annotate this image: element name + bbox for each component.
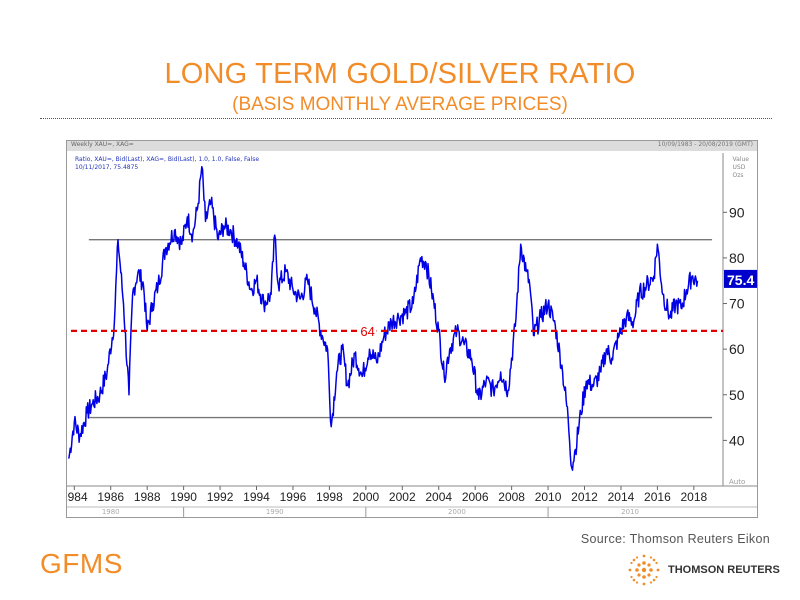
auto-scale-label: Auto (729, 478, 745, 486)
x-tick-label-2002: 2002 (389, 490, 416, 504)
unit-label: USD (732, 164, 746, 171)
value-label: Value (732, 156, 749, 163)
chart-header-left: Weekly XAU=, XAG= (71, 141, 134, 148)
x-tick-label-1994: 1994 (243, 490, 270, 504)
y-tick-label-70: 70 (729, 296, 745, 312)
decade-label-1990: 1990 (266, 508, 284, 516)
y-tick-label-80: 80 (729, 250, 745, 266)
average-line-label: 64 (360, 324, 374, 339)
thomson-reuters-text: THOMSON REUTERS (668, 564, 780, 576)
x-tick-label-2014: 2014 (608, 490, 635, 504)
x-tick-label-2000: 2000 (352, 490, 379, 504)
x-tick-label-1986: 1986 (97, 490, 124, 504)
x-tick-label-2012: 2012 (571, 490, 598, 504)
average-label-bg (358, 323, 377, 337)
chart-svg: 64 40 50 60 70 80 90 75.4 1984 1986 1988 1990 1992 19… (67, 153, 757, 517)
thomson-reuters-logo: THOMSON REUTERS (626, 552, 780, 588)
series-line-0 (68, 165, 699, 471)
x-tick-label-2006: 2006 (462, 490, 489, 504)
last-value-label: 75.4 (727, 272, 754, 288)
x-tick-label-1996: 1996 (280, 490, 307, 504)
decade-label-1980: 1980 (102, 508, 120, 516)
value-axis-header: Value USD Ozs (733, 156, 749, 180)
gfms-logo: GFMS (40, 548, 123, 579)
x-tick-label-1998: 1998 (316, 490, 343, 504)
thomson-reuters-dots-icon (628, 554, 660, 586)
x-tick-label-2008: 2008 (498, 490, 525, 504)
x-tick-label-2004: 2004 (425, 490, 452, 504)
legend-last-point: 10/11/2017, 75.4875 (75, 164, 139, 171)
chart-legend: Ratio, XAU=, Bid(Last), XAG=, Bid(Last),… (75, 156, 259, 172)
x-tick-label-1988: 1988 (134, 490, 161, 504)
chart-date-range: 10/09/1983 - 20/08/2019 (GMT) (657, 141, 753, 148)
page-subtitle: (BASIS MONTHLY AVERAGE PRICES) (232, 94, 568, 115)
x-tick-label-1992: 1992 (207, 490, 234, 504)
y-tick-label-60: 60 (729, 341, 745, 357)
x-tick-label-1990: 1990 (170, 490, 197, 504)
x-tick-label-2010: 2010 (535, 490, 562, 504)
unit2-label: Ozs (732, 172, 744, 179)
chart-header-strip (67, 141, 757, 151)
x-tick-label-2016: 2016 (644, 490, 671, 504)
y-tick-label-40: 40 (729, 432, 745, 448)
source-note: Source: Thomson Reuters Eikon (580, 532, 770, 546)
y-tick-label-90: 90 (729, 204, 745, 220)
x-tick-label-1984: 1984 (67, 490, 88, 504)
page-title: LONG TERM GOLD/SILVER RATIO (164, 58, 636, 90)
x-tick-label-2018: 2018 (680, 490, 707, 504)
title-divider (40, 118, 772, 119)
legend-series: Ratio, XAU=, Bid(Last), XAG=, Bid(Last),… (75, 156, 260, 163)
last-value-marker (724, 269, 757, 288)
y-tick-label-50: 50 (729, 387, 745, 403)
chart-panel: Weekly XAU=, XAG= 10/09/1983 - 20/08/201… (66, 140, 758, 518)
decade-label-2000: 2000 (448, 508, 466, 516)
decade-label-2010: 2010 (621, 508, 639, 516)
